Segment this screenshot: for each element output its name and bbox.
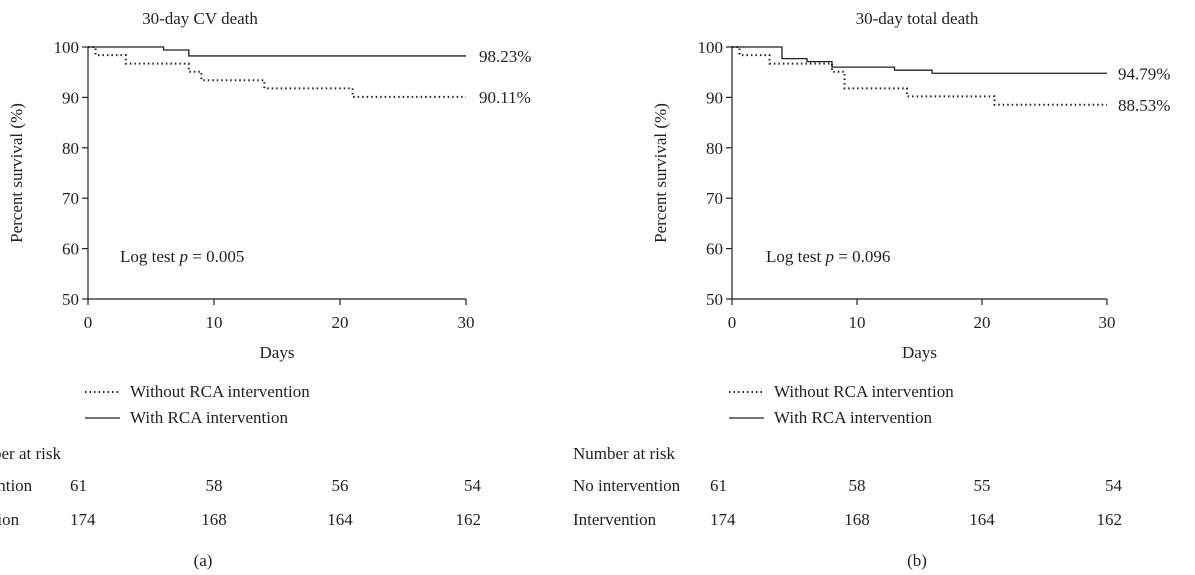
panel-b: 30-day total death 50 60 70 80 90 100 0 10 20 30 Da… — [573, 9, 1170, 570]
risk-row-label: Intervention — [0, 510, 20, 529]
risk-value: 54 — [1105, 476, 1123, 495]
x-tick-label: 0 — [728, 313, 737, 332]
chart-title: 30-day total death — [856, 9, 979, 28]
legend-label: Without RCA intervention — [774, 382, 954, 401]
risk-value: 56 — [332, 476, 349, 495]
x-tick-label: 0 — [84, 313, 93, 332]
log-test-annotation: Log test p = 0.096 — [766, 247, 890, 266]
risk-table-header: Number at risk — [0, 444, 61, 463]
x-tick-label: 30 — [1099, 313, 1116, 332]
panel-label: (a) — [194, 551, 213, 570]
y-tick-label: 60 — [706, 240, 723, 259]
end-label-with-rca: 98.23% — [479, 47, 531, 66]
risk-value: 168 — [201, 510, 227, 529]
risk-value: 58 — [849, 476, 866, 495]
log-test-annotation: Log test p = 0.005 — [120, 247, 244, 266]
series-line-without-rca — [88, 46, 466, 98]
risk-value: 61 — [710, 476, 727, 495]
x-tick-label: 20 — [974, 313, 991, 332]
end-label-without-rca: 90.11% — [479, 88, 531, 107]
risk-value: 61 — [70, 476, 87, 495]
risk-value: 162 — [456, 510, 482, 529]
y-tick-label: 50 — [706, 290, 723, 309]
risk-value: 58 — [206, 476, 223, 495]
y-tick-label: 70 — [706, 189, 723, 208]
risk-value: 164 — [969, 510, 995, 529]
y-tick-label: 50 — [62, 290, 79, 309]
y-tick-label: 100 — [698, 38, 724, 57]
end-label-without-rca: 88.53% — [1118, 96, 1170, 115]
panel-a: 30-day CV death 50 60 70 80 90 100 0 10 20 30 Days P… — [0, 9, 531, 570]
x-tick-label: 20 — [332, 313, 349, 332]
risk-table-header: Number at risk — [573, 444, 675, 463]
y-tick-label: 100 — [54, 38, 80, 57]
risk-value: 174 — [70, 510, 96, 529]
risk-value: 162 — [1097, 510, 1123, 529]
y-axis-label: Percent survival (%) — [651, 103, 670, 243]
risk-value: 174 — [710, 510, 736, 529]
series-line-with-rca — [732, 46, 1107, 74]
risk-row-label: No intervention — [0, 476, 33, 495]
y-tick-label: 80 — [62, 139, 79, 158]
y-axis-label: Percent survival (%) — [7, 103, 26, 243]
y-tick-label: 60 — [62, 240, 79, 259]
x-axis-label: Days — [902, 343, 937, 362]
end-label-with-rca: 94.79% — [1118, 64, 1170, 83]
risk-row-label: Intervention — [573, 510, 657, 529]
panel-label: (b) — [907, 551, 927, 570]
y-tick-label: 70 — [62, 189, 79, 208]
y-tick-label: 90 — [706, 88, 723, 107]
legend-label: Without RCA intervention — [130, 382, 310, 401]
series-line-without-rca — [732, 46, 1107, 106]
x-tick-label: 30 — [458, 313, 475, 332]
legend-label: With RCA intervention — [130, 408, 288, 427]
series-line-with-rca — [88, 46, 466, 57]
chart-title: 30-day CV death — [142, 9, 258, 28]
y-tick-label: 80 — [706, 139, 723, 158]
risk-value: 55 — [974, 476, 991, 495]
x-tick-label: 10 — [206, 313, 223, 332]
risk-row-label: No intervention — [573, 476, 681, 495]
risk-value: 54 — [464, 476, 482, 495]
risk-value: 168 — [844, 510, 870, 529]
risk-value: 164 — [327, 510, 353, 529]
x-tick-label: 10 — [849, 313, 866, 332]
y-tick-label: 90 — [62, 88, 79, 107]
x-axis-label: Days — [260, 343, 295, 362]
legend-label: With RCA intervention — [774, 408, 932, 427]
